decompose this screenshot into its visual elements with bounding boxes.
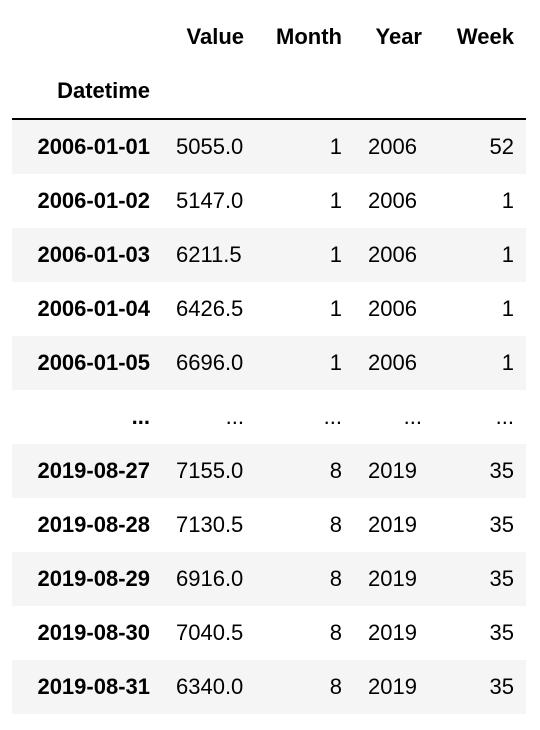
cell-value: 7130.5 bbox=[176, 512, 244, 537]
table-row: 2006-01-05 6696.0 1 2006 1 bbox=[12, 336, 526, 390]
cell-year: 2006 bbox=[368, 296, 417, 321]
cell-week: 35 bbox=[489, 674, 514, 699]
row-index: 2006-01-03 bbox=[37, 242, 150, 267]
cell-week: ... bbox=[495, 404, 514, 429]
cell-value: 7155.0 bbox=[176, 458, 244, 483]
index-header-row: Datetime bbox=[12, 64, 526, 119]
cell-value: 6211.5 bbox=[176, 242, 242, 267]
cell-week: 52 bbox=[489, 134, 514, 159]
row-index: 2019-08-30 bbox=[37, 620, 150, 645]
table-row: 2006-01-01 5055.0 1 2006 52 bbox=[12, 119, 526, 174]
cell-year: 2006 bbox=[368, 242, 417, 267]
table-body: 2006-01-01 5055.0 1 2006 52 2006-01-02 5… bbox=[12, 119, 526, 714]
cell-value: 7040.5 bbox=[176, 620, 244, 645]
dataframe-table: Value Month Year Week Datetime 2006-01-0… bbox=[12, 10, 526, 714]
cell-year: 2006 bbox=[368, 188, 417, 213]
cell-month: 1 bbox=[329, 296, 342, 321]
index-header-blank bbox=[434, 64, 526, 119]
row-index: 2006-01-01 bbox=[37, 134, 150, 159]
column-header-week: Week bbox=[456, 24, 514, 49]
row-index: 2019-08-29 bbox=[37, 566, 150, 591]
cell-month: 1 bbox=[329, 242, 342, 267]
cell-week: 35 bbox=[489, 458, 514, 483]
cell-month: 8 bbox=[329, 458, 342, 483]
cell-month: 1 bbox=[329, 188, 342, 213]
table-row: 2006-01-04 6426.5 1 2006 1 bbox=[12, 282, 526, 336]
cell-year: 2019 bbox=[368, 512, 417, 537]
cell-week: 1 bbox=[501, 242, 514, 267]
cell-year: 2006 bbox=[368, 350, 417, 375]
row-index: 2019-08-27 bbox=[37, 458, 150, 483]
column-header-row: Value Month Year Week bbox=[12, 10, 526, 64]
dataframe-output: Value Month Year Week Datetime 2006-01-0… bbox=[12, 10, 526, 714]
cell-year: 2019 bbox=[368, 458, 417, 483]
cell-month: 8 bbox=[329, 674, 342, 699]
cell-year: 2019 bbox=[368, 620, 417, 645]
cell-week: 35 bbox=[489, 620, 514, 645]
cell-year: 2019 bbox=[368, 566, 417, 591]
table-row: 2006-01-02 5147.0 1 2006 1 bbox=[12, 174, 526, 228]
column-header-year: Year bbox=[375, 24, 423, 49]
table-row: 2019-08-30 7040.5 8 2019 35 bbox=[12, 606, 526, 660]
row-index: 2006-01-05 bbox=[37, 350, 150, 375]
cell-year: ... bbox=[403, 404, 422, 429]
row-index: 2006-01-02 bbox=[37, 188, 150, 213]
cell-week: 1 bbox=[501, 188, 514, 213]
table-row: 2019-08-29 6916.0 8 2019 35 bbox=[12, 552, 526, 606]
column-header-value: Value bbox=[186, 24, 244, 49]
table-row: 2019-08-31 6340.0 8 2019 35 bbox=[12, 660, 526, 714]
table-row: 2019-08-27 7155.0 8 2019 35 bbox=[12, 444, 526, 498]
table-row: 2019-08-28 7130.5 8 2019 35 bbox=[12, 498, 526, 552]
column-header-month: Month bbox=[276, 24, 342, 49]
cell-value: 5055.0 bbox=[176, 134, 244, 159]
cell-value: 6916.0 bbox=[176, 566, 244, 591]
table-row: 2006-01-03 6211.5 1 2006 1 bbox=[12, 228, 526, 282]
cell-year: 2019 bbox=[368, 674, 417, 699]
index-header-blank bbox=[256, 64, 354, 119]
table-header: Value Month Year Week Datetime bbox=[12, 10, 526, 119]
cell-value: 6426.5 bbox=[176, 296, 244, 321]
cell-week: 1 bbox=[501, 296, 514, 321]
cell-month: ... bbox=[323, 404, 342, 429]
header-corner bbox=[12, 10, 162, 64]
row-index: 2006-01-04 bbox=[37, 296, 150, 321]
row-index: ... bbox=[131, 404, 150, 429]
index-header-blank bbox=[162, 64, 256, 119]
cell-week: 35 bbox=[489, 566, 514, 591]
cell-month: 8 bbox=[329, 566, 342, 591]
cell-value: 6340.0 bbox=[176, 674, 244, 699]
cell-month: 8 bbox=[329, 620, 342, 645]
row-index: 2019-08-31 bbox=[37, 674, 150, 699]
index-header-blank bbox=[354, 64, 434, 119]
cell-value: 5147.0 bbox=[176, 188, 244, 213]
row-index: 2019-08-28 bbox=[37, 512, 150, 537]
cell-month: 1 bbox=[329, 350, 342, 375]
cell-week: 1 bbox=[501, 350, 514, 375]
cell-value: ... bbox=[225, 404, 244, 429]
cell-year: 2006 bbox=[368, 134, 417, 159]
cell-value: 6696.0 bbox=[176, 350, 244, 375]
cell-month: 8 bbox=[329, 512, 342, 537]
cell-month: 1 bbox=[329, 134, 342, 159]
cell-week: 35 bbox=[489, 512, 514, 537]
ellipsis-row: ... ... ... ... ... bbox=[12, 390, 526, 444]
index-name: Datetime bbox=[57, 78, 150, 103]
